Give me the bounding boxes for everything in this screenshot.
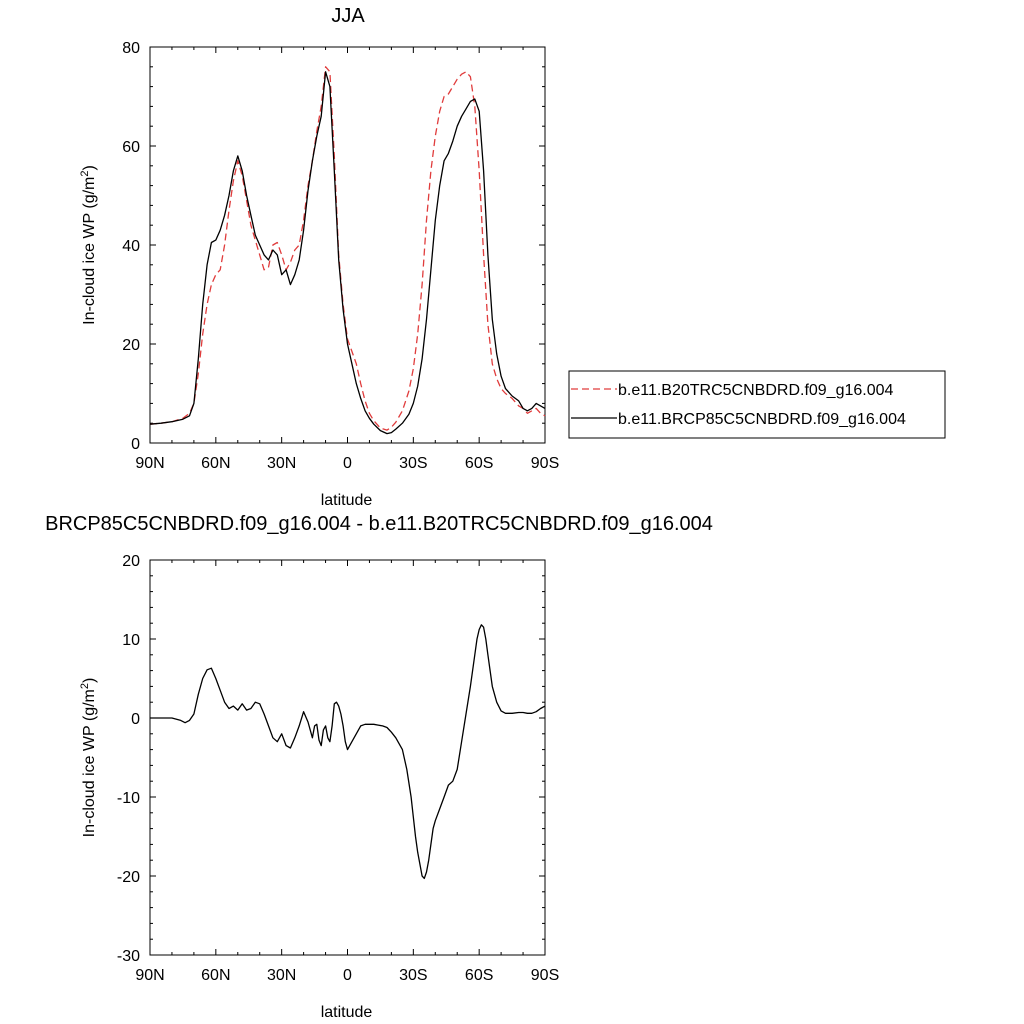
y-tick-label: 20 [122,337,140,354]
chart-title: BRCP85C5CNBDRD.f09_g16.004 - b.e11.B20TR… [45,513,713,535]
series-line-1 [149,66,546,431]
y-tick-label: 0 [131,711,140,728]
legend-label-1: b.e11.B20TRC5CNBDRD.f09_g16.004 [618,382,894,399]
y-tick-label: 80 [122,40,140,57]
chart-panel-1: 90N 60N 30N 0 30S 60S 90S 0 20 40 60 80 JJA latitude I… [79,5,946,509]
x-tick-label: 60S [465,455,493,472]
chart-title: JJA [331,5,365,27]
y-tick-label: -20 [117,869,140,886]
legend-label-2: b.e11.BRCP85C5CNBDRD.f09_g16.004 [618,411,906,428]
y-axis-label: In-cloud ice WP (g/m2) [79,165,98,325]
x-tick-label: 0 [343,455,352,472]
x-tick-label: 60S [465,967,493,984]
x-tick-label: 30N [267,455,296,472]
y-tick-label: -30 [117,948,140,965]
x-tick-label: 30S [399,967,427,984]
y-tick-label: 10 [122,632,140,649]
x-tick-label: 60N [201,455,230,472]
x-tick-label: 90S [531,455,559,472]
x-tick-label: 90N [135,455,164,472]
series-line-2 [149,71,546,435]
chart-panel-2: 90N 60N 30N 0 30S 60S 90S -30 -20 -10 0 10 20 BRCP85C… [45,513,713,1021]
x-tick-label: 30N [267,967,296,984]
y-tick-label: 40 [122,238,140,255]
x-tick-label: 60N [201,967,230,984]
y-tick-label: -10 [117,790,140,807]
x-tick-label: 30S [399,455,427,472]
legend: b.e11.B20TRC5CNBDRD.f09_g16.004 b.e11.BRC… [568,370,946,439]
x-tick-label: 90N [135,967,164,984]
plot-frame [149,559,546,956]
plot-frame [149,46,546,444]
y-tick-label: 60 [122,139,140,156]
y-tick-label: 0 [131,436,140,453]
x-tick-label: 90S [531,967,559,984]
x-tick-label: 0 [343,967,352,984]
y-tick-label: 20 [122,553,140,570]
y-axis-label: In-cloud ice WP (g/m2) [79,678,98,838]
series-line-1 [150,624,546,880]
x-axis-label: latitude [321,1004,373,1021]
legend-box [568,370,946,439]
x-axis-label: latitude [321,492,373,509]
